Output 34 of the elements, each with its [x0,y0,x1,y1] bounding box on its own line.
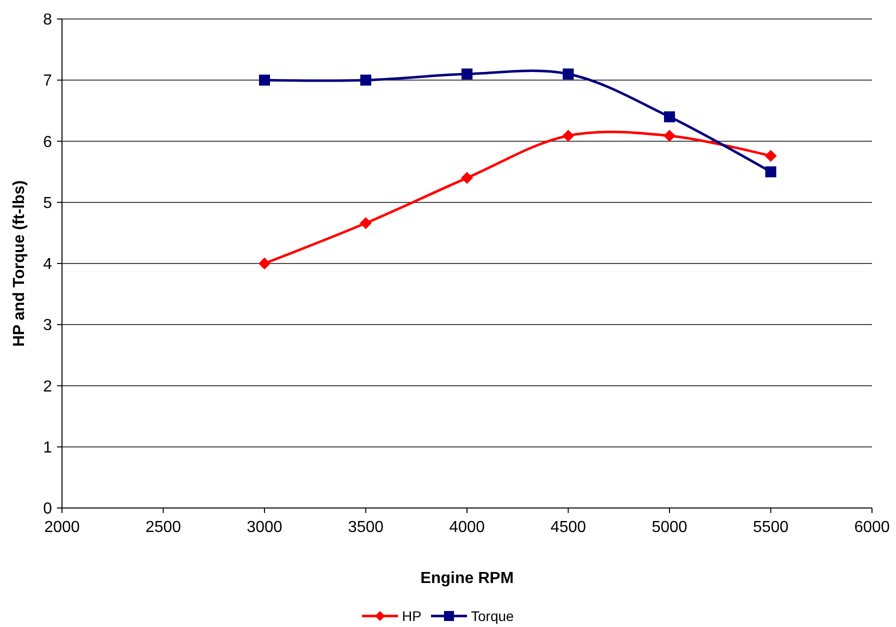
y-tick-label: 6 [43,134,52,151]
x-tick-label: 6000 [854,519,890,536]
point [258,258,270,270]
point [360,74,372,86]
x-axis-title: Engine RPM [420,570,514,587]
y-tick-label: 4 [43,256,52,274]
y-tick-label: 1 [43,439,52,456]
point [664,130,676,142]
y-tick-label: 2 [43,378,52,396]
y-tick-label: 3 [43,317,52,334]
point [259,74,270,86]
point [462,68,472,80]
x-tick-label: 4000 [449,519,485,536]
y-tick-label: 0 [43,500,52,518]
x-tick-label: 3000 [246,519,282,536]
point [664,111,675,122]
point [461,172,473,184]
y-tick-label: 8 [43,12,52,29]
x-tick-label: 5000 [652,519,688,536]
x-tick-label: 5500 [752,519,789,536]
x-tick-label: 2000 [44,519,80,536]
point [764,150,777,162]
x-tick-label: 3500 [348,519,384,536]
legend-label: HP [402,608,422,624]
point [765,166,776,178]
point [360,217,372,230]
y-tick-label: 5 [43,194,52,212]
y-tick-label: 7 [43,72,52,90]
x-tick-label: 4500 [550,519,586,536]
legend-label: Torque [471,608,514,624]
point [562,130,574,142]
point [562,68,574,80]
x-tick-label: 2500 [145,519,182,536]
y-axis-title: HP and Torque (ft-lbs) [11,180,28,347]
